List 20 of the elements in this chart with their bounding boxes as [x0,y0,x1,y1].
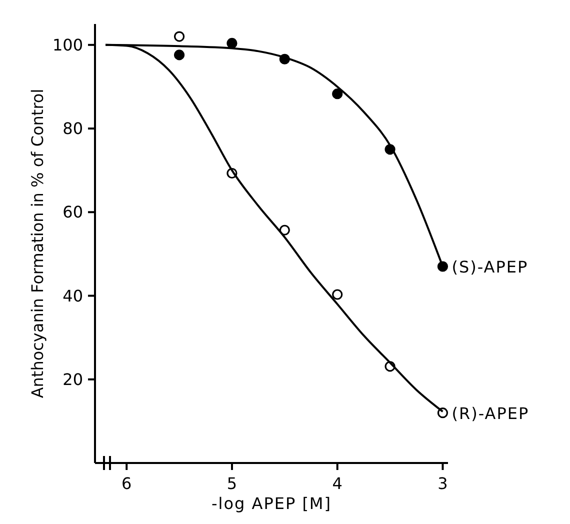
x-tick-label: 4 [332,474,342,493]
point [226,38,238,49]
x-tick-label: 5 [226,474,238,493]
point [279,224,290,236]
series-label: (R)-APEP [452,404,530,423]
x-tick-label: 6 [122,474,132,493]
x-tick-label: 3 [438,474,448,493]
x-axis-title: -log APEP [M] [212,494,332,513]
y-axis-title: Anthocyanin Formation in % of Control [28,88,47,398]
y-tick-label: 20 [62,370,83,389]
y-tick-label: 60 [62,202,83,222]
y-tick-label: 100 [52,36,83,55]
y-tick-label: 40 [62,286,83,306]
point [174,31,185,42]
series-label: (S)-APEP [452,257,528,276]
point [332,88,343,100]
point [174,50,185,60]
y-tick-label: 80 [62,119,83,138]
point [437,261,448,272]
point [332,289,343,300]
